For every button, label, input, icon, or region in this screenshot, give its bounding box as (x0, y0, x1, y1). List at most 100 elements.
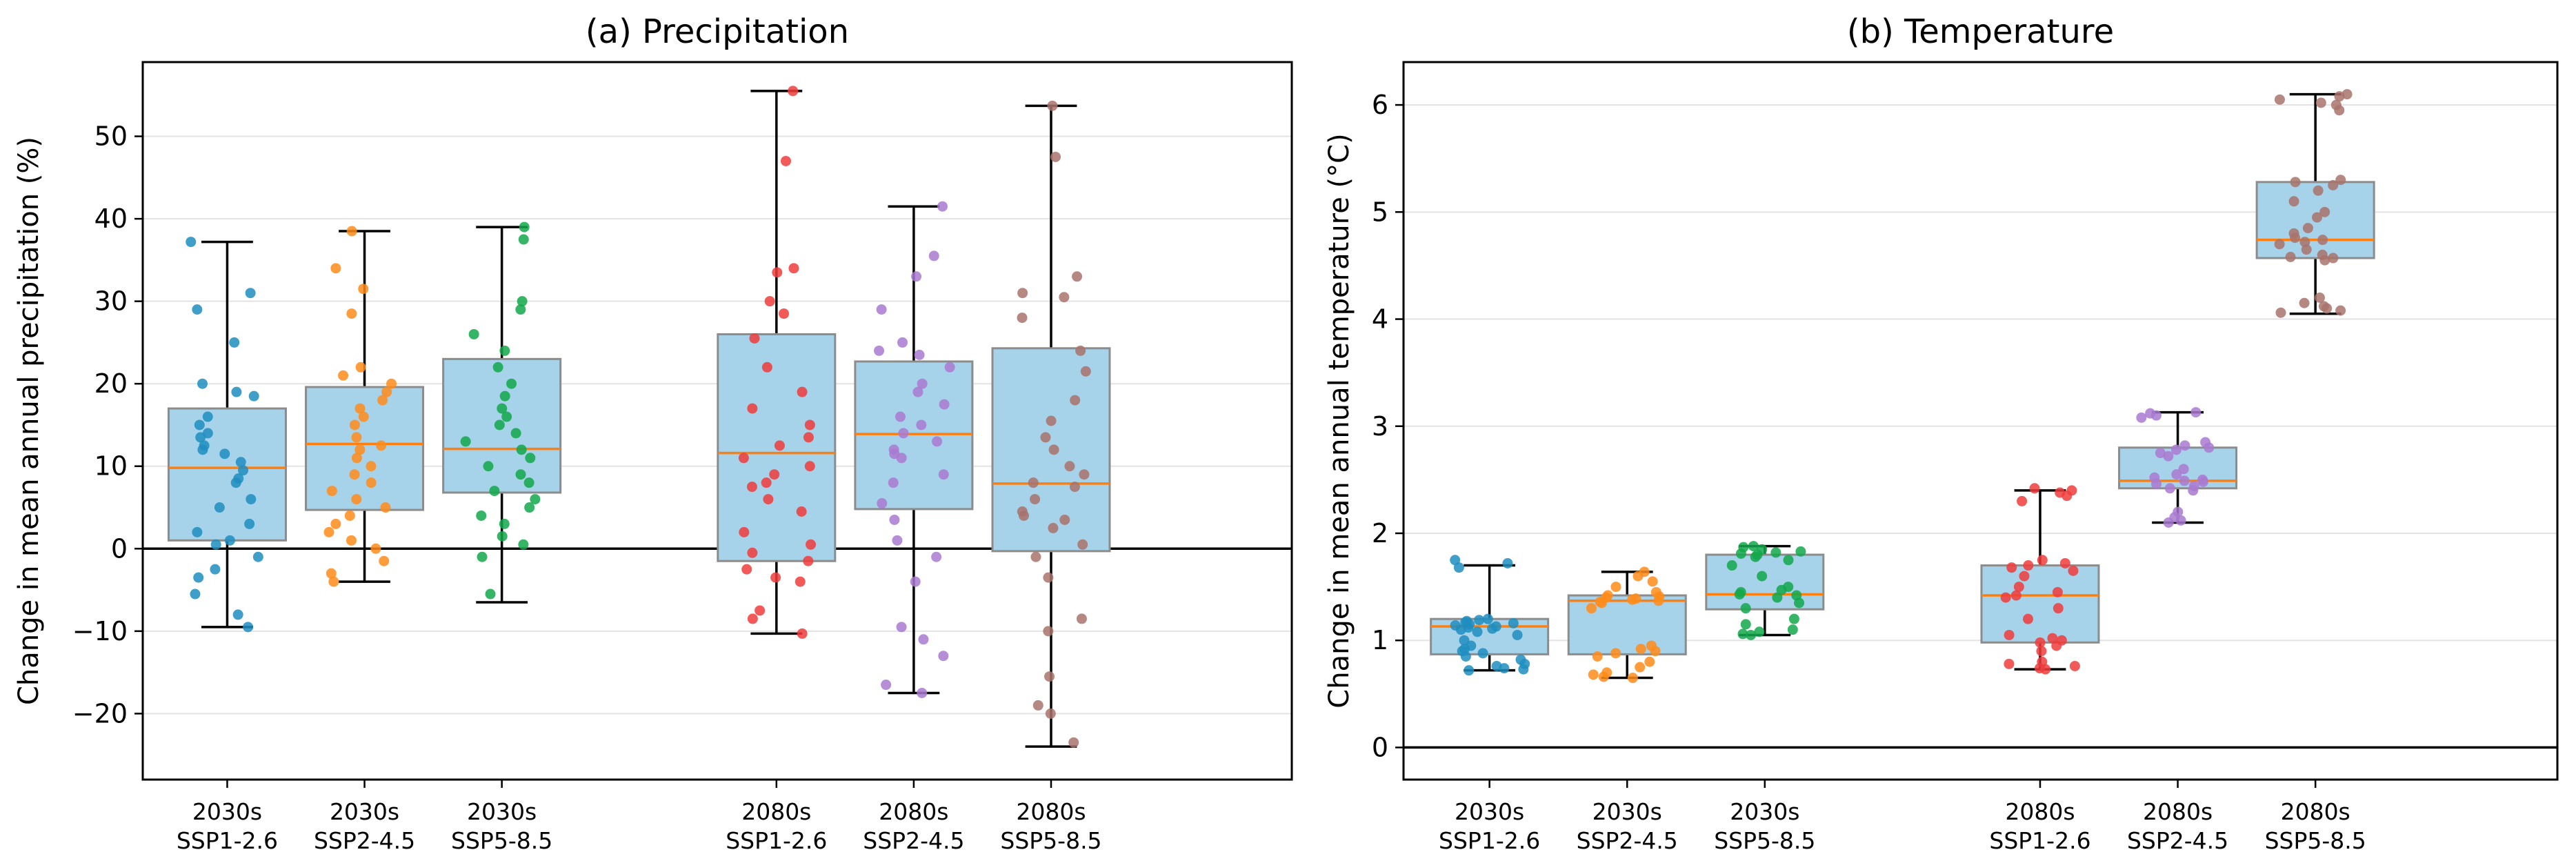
data-point (346, 226, 357, 237)
data-point (1610, 582, 1621, 593)
data-point (326, 486, 337, 497)
data-point (506, 378, 517, 389)
data-point (519, 221, 530, 232)
data-point (2000, 592, 2011, 603)
data-point (738, 453, 749, 464)
data-point (230, 477, 241, 488)
data-point (741, 564, 752, 575)
data-point (376, 440, 387, 451)
data-point (1735, 548, 1746, 559)
data-point (2019, 571, 2030, 582)
data-point (2302, 223, 2313, 234)
data-point (197, 378, 208, 389)
data-point (874, 345, 885, 356)
x-tick-label: SSP2-4.5 (1577, 827, 1678, 854)
data-point (190, 588, 201, 600)
x-tick-label: 2030s (1730, 798, 1799, 825)
x-tick-label: 2080s (879, 798, 948, 825)
data-point (1045, 708, 1056, 719)
data-point (377, 395, 388, 406)
data-point (1737, 629, 1748, 640)
data-point (1464, 665, 1475, 676)
data-point (803, 432, 814, 443)
data-point (1072, 271, 1083, 282)
data-point (489, 486, 500, 497)
data-point (2013, 582, 2024, 593)
data-point (780, 155, 791, 166)
data-point (351, 432, 362, 443)
data-point (1748, 541, 1759, 552)
iqr-box (1567, 594, 1687, 655)
data-point (803, 555, 814, 566)
data-point (468, 328, 479, 339)
data-point (2069, 660, 2080, 671)
data-point (246, 494, 257, 505)
data-point (1075, 345, 1086, 356)
data-point (2314, 292, 2325, 303)
data-point (877, 498, 888, 509)
x-tick-label: SSP1-2.6 (1439, 827, 1540, 854)
data-point (804, 419, 815, 430)
x-tick-label: 2030s (1592, 798, 1662, 825)
data-point (192, 304, 203, 315)
data-point (202, 411, 213, 422)
data-point (483, 461, 494, 472)
data-point (518, 539, 529, 550)
data-point (232, 609, 243, 620)
data-point (917, 378, 928, 389)
data-point (764, 296, 775, 307)
data-point (806, 539, 817, 550)
data-point (2197, 476, 2208, 487)
x-tick-label: 2080s (2143, 798, 2213, 825)
data-point (355, 403, 366, 414)
data-point (248, 390, 259, 402)
data-point (485, 588, 496, 600)
data-point (1627, 594, 1638, 605)
data-point (1754, 626, 1765, 637)
data-point (1477, 648, 1488, 659)
data-point (2164, 483, 2175, 494)
y-tick-label: 4 (1372, 304, 1388, 335)
data-point (366, 477, 377, 488)
data-point (245, 288, 256, 299)
y-tick-label: 20 (94, 368, 128, 399)
data-point (937, 201, 948, 212)
data-point (1048, 444, 1059, 455)
data-point (2036, 646, 2047, 657)
x-tick-label: SSP2-4.5 (2127, 827, 2228, 854)
data-point (1726, 560, 1737, 571)
data-point (918, 634, 929, 645)
data-point (2334, 105, 2345, 116)
data-point (747, 547, 758, 558)
data-point (1650, 646, 1661, 657)
x-tick-label: SSP5-8.5 (1000, 827, 1101, 854)
data-point (876, 304, 887, 315)
data-point (747, 613, 758, 624)
y-axis-label: Change in mean annual precipitation (%) (13, 137, 45, 705)
data-point (769, 469, 780, 480)
data-point (938, 651, 949, 662)
data-point (1059, 514, 1070, 525)
data-point (2136, 412, 2147, 423)
data-point (1644, 656, 1655, 667)
data-point (2035, 637, 2046, 648)
data-point (355, 362, 366, 373)
data-point (1508, 617, 1519, 629)
data-point (770, 572, 781, 583)
data-point (938, 469, 949, 480)
data-point (381, 386, 392, 397)
data-point (2290, 232, 2301, 244)
data-point (2335, 175, 2346, 186)
data-point (2315, 97, 2326, 108)
data-point (881, 680, 892, 691)
data-point (888, 477, 899, 488)
data-point (910, 576, 921, 587)
data-point (1044, 671, 1055, 682)
data-point (518, 234, 529, 245)
data-point (1647, 576, 1658, 587)
data-point (370, 543, 381, 554)
data-point (1079, 469, 1090, 480)
data-point (788, 263, 799, 274)
data-point (896, 622, 907, 633)
data-point (197, 444, 208, 455)
